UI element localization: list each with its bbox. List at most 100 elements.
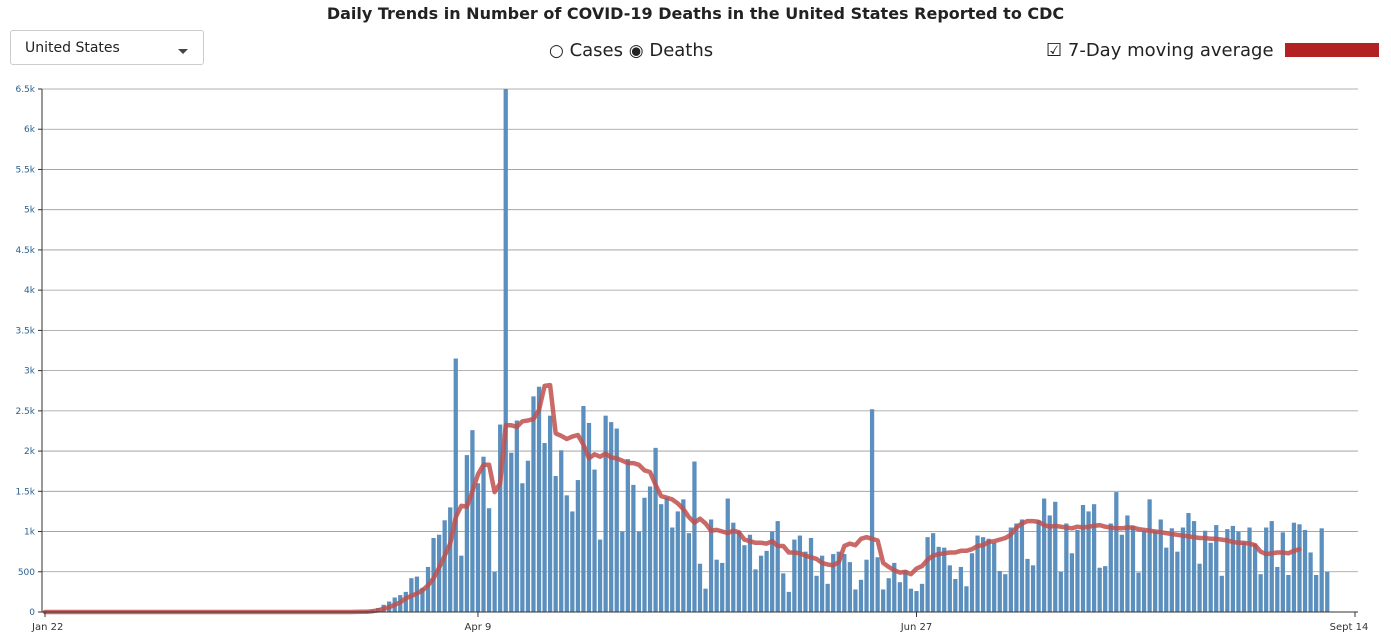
bar [609, 422, 614, 612]
bar [758, 555, 764, 612]
bar [1147, 499, 1152, 612]
bar [808, 537, 814, 612]
y-tick-label: 5k [24, 206, 36, 216]
bar [842, 554, 847, 612]
bar [1280, 532, 1285, 612]
bar [886, 578, 891, 612]
bar [453, 358, 458, 612]
bar [975, 535, 980, 612]
bar [792, 539, 797, 612]
chevron-down-icon [178, 49, 188, 54]
bar [786, 591, 791, 612]
bar [420, 587, 425, 612]
y-tick-label: 1.5k [15, 487, 35, 497]
moving-average-label: 7-Day moving average [1067, 40, 1274, 61]
bar [853, 589, 858, 612]
bar [1136, 572, 1141, 612]
y-tick-label: 500 [18, 568, 35, 578]
bar [864, 559, 869, 612]
bar [425, 566, 431, 612]
bar [603, 415, 608, 612]
bar [1319, 528, 1324, 612]
bar [686, 533, 692, 612]
bar [892, 562, 897, 612]
bar [592, 469, 597, 612]
bar [564, 495, 569, 612]
bar [914, 591, 919, 612]
moving-average-toggle[interactable]: ☑ 7-Day moving average [1046, 40, 1380, 61]
bar [869, 409, 875, 612]
bar [1247, 527, 1252, 612]
bar [1175, 551, 1180, 612]
cases-radio[interactable]: ○ Cases [549, 40, 623, 61]
y-tick-label: 6k [24, 125, 36, 135]
bar [1214, 525, 1219, 612]
bar [614, 428, 619, 612]
bar [1119, 534, 1124, 612]
bar [1125, 515, 1130, 612]
x-tick-label: Sept 14 [1330, 622, 1369, 633]
bar [953, 579, 958, 612]
bar [1042, 498, 1047, 612]
bar [969, 553, 975, 612]
bar [703, 588, 708, 612]
radio-selected-icon: ◉ [628, 41, 644, 61]
bar [819, 555, 825, 612]
bar [647, 486, 653, 612]
bar [1025, 558, 1030, 612]
bar [1069, 553, 1075, 612]
bar [1008, 527, 1013, 612]
y-tick-label: 0 [29, 608, 35, 618]
y-tick-label: 1k [24, 528, 36, 538]
bar [747, 534, 753, 612]
bar [692, 461, 697, 612]
y-tick-label: 5.5k [15, 165, 35, 175]
bar [919, 583, 925, 612]
bar [1180, 527, 1186, 612]
moving-average-legend-swatch [1285, 42, 1380, 57]
bar [575, 480, 581, 612]
bar [1086, 511, 1091, 612]
bar [742, 545, 747, 612]
bar [847, 562, 852, 612]
bar [1314, 574, 1319, 612]
bar [958, 566, 964, 612]
bar [1091, 504, 1097, 612]
bar [464, 455, 469, 612]
bar [1230, 525, 1236, 612]
bar [1225, 529, 1230, 612]
checkbox-checked-icon[interactable]: ☑ [1046, 40, 1063, 61]
bar [720, 562, 725, 612]
bar [475, 483, 481, 612]
region-select[interactable]: United States [10, 30, 204, 65]
deaths-label: Deaths [649, 40, 714, 61]
bar [858, 579, 864, 612]
bar [536, 386, 542, 612]
bar [1158, 519, 1163, 612]
bar [670, 527, 675, 612]
bar [553, 476, 558, 612]
bar [964, 586, 969, 612]
bar [980, 537, 986, 612]
bar [1208, 542, 1213, 612]
y-tick-label: 2.5k [15, 407, 35, 417]
bar [997, 570, 1002, 612]
bar [1203, 530, 1208, 612]
bar [986, 538, 991, 612]
bar [1153, 530, 1158, 612]
bar [897, 582, 902, 612]
bar [1169, 528, 1174, 612]
bar [836, 551, 841, 612]
deaths-radio[interactable]: ◉ Deaths [629, 40, 713, 61]
bar [481, 456, 486, 612]
bar [814, 575, 819, 612]
bar [653, 447, 658, 612]
bar [1080, 504, 1086, 612]
bar [881, 589, 886, 612]
bar [625, 459, 630, 612]
y-tick-label: 4k [24, 286, 36, 296]
bar [903, 570, 908, 612]
y-tick-label: 4.5k [15, 246, 35, 256]
chart-title: Daily Trends in Number of COVID-19 Death… [326, 4, 1065, 23]
grid-lines [42, 88, 1358, 613]
